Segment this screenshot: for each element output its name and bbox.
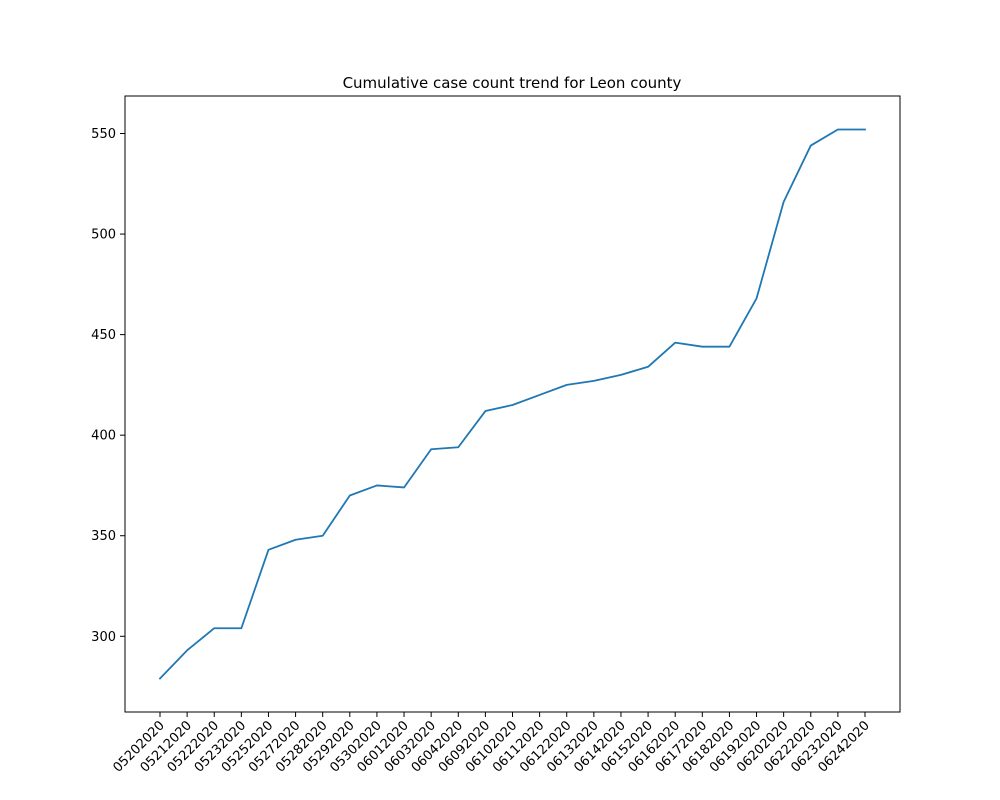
series-group (158, 128, 866, 680)
chart-title: Cumulative case count trend for Leon cou… (343, 74, 682, 92)
series-line (158, 128, 866, 680)
y-tick-label: 550 (91, 127, 116, 142)
y-tick-label: 300 (91, 630, 116, 645)
y-tick-label: 350 (91, 529, 116, 544)
y-tick-label: 450 (91, 328, 116, 343)
y-tick-label: 500 (91, 228, 116, 243)
axes: 3003504004505005500520202005212020052220… (91, 127, 873, 776)
plot-frame (124, 95, 901, 713)
y-tick-label: 400 (91, 429, 116, 444)
